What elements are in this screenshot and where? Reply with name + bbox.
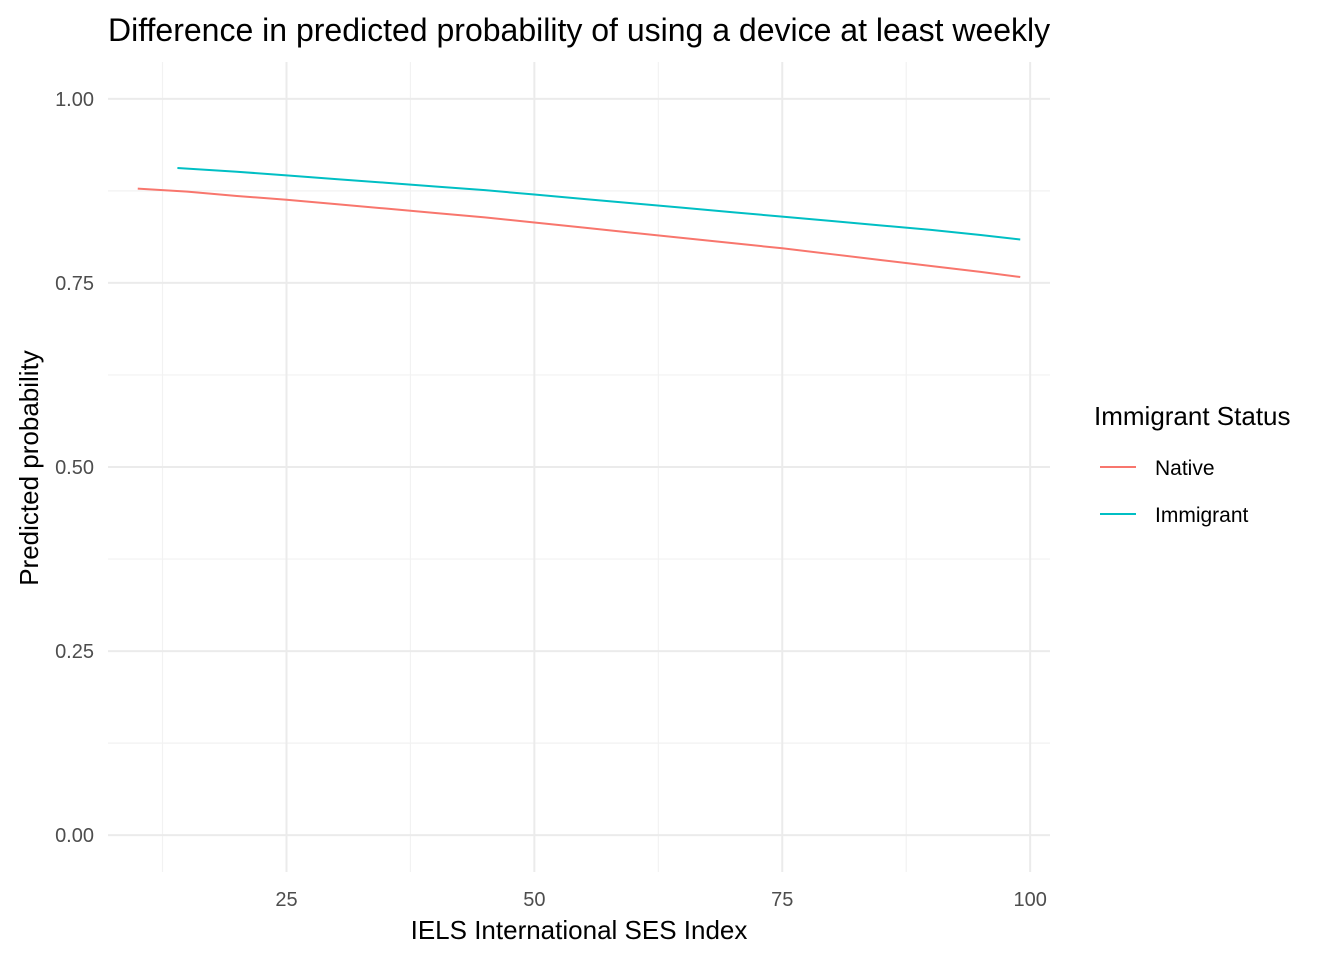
y-tick-label: 0.25 — [55, 641, 94, 663]
legend-items: Native Immigrant — [1100, 457, 1249, 527]
legend-title: Immigrant Status — [1094, 401, 1291, 431]
x-tick-label: 100 — [1013, 889, 1046, 911]
x-tick-label: 75 — [771, 889, 793, 911]
series-line-native — [137, 187, 1021, 279]
x-tick-label: 25 — [275, 889, 297, 911]
series-layer — [137, 167, 1021, 279]
y-axis-title: Predicted probability — [14, 350, 44, 586]
x-tick-label: 50 — [523, 889, 545, 911]
series-line-immigrant — [177, 167, 1021, 241]
x-axis-title: IELS International SES Index — [411, 915, 748, 945]
y-tick-label: 0.50 — [55, 457, 94, 479]
chart-title: Difference in predicted probability of u… — [108, 12, 1050, 48]
legend-label-immigrant: Immigrant — [1155, 504, 1249, 527]
axis-layer: 25 50 75 100 0.00 0.25 0.50 0.75 1.00 — [55, 89, 1047, 911]
y-tick-label: 0.00 — [55, 825, 94, 847]
y-tick-label: 0.75 — [55, 273, 94, 295]
grid-layer — [108, 62, 1050, 872]
legend: Immigrant Status Native Immigrant — [1094, 401, 1291, 527]
y-tick-label: 1.00 — [55, 89, 94, 111]
legend-label-native: Native — [1155, 457, 1215, 480]
